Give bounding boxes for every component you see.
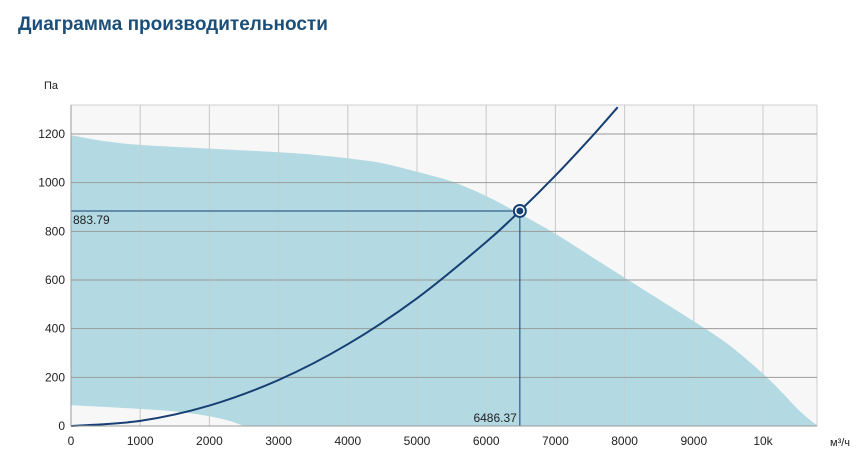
fan-operating-area [71,135,819,426]
y-tick-label: 200 [45,370,65,384]
y-tick-label: 1000 [38,176,65,190]
axes: 0 1000 2000 3000 4000 5000 6000 7000 8000 9000 10k… [38,105,817,448]
operating-point-flow-label: 6486.37 [473,411,517,425]
x-tick-label: 9000 [680,434,707,448]
y-tick-label: 1200 [38,127,65,141]
x-tick-label: 2000 [196,434,223,448]
x-tick-label: 6000 [473,434,500,448]
y-tick-label: 800 [45,224,65,238]
y-axis-unit: Па [44,80,59,92]
x-tick-label: 3000 [265,434,292,448]
x-tick-label: 4000 [334,434,361,448]
y-tick-label: 0 [58,419,65,433]
operating-point-pressure-label: 883.79 [73,213,110,227]
x-tick-label: 5000 [404,434,431,448]
chart-title: Диаграмма производительности [18,14,328,35]
x-tick-label: 10k [753,434,773,448]
x-tick-label: 1000 [127,434,154,448]
x-axis-unit: м³/ч [830,437,850,449]
x-tick-label: 7000 [542,434,569,448]
y-tick-label: 600 [45,273,65,287]
x-tick-label: 8000 [611,434,638,448]
operating-point-marker-center [516,207,524,215]
y-tick-label: 400 [45,322,65,336]
system-curve [70,106,619,427]
x-tick-label: 0 [68,434,75,448]
